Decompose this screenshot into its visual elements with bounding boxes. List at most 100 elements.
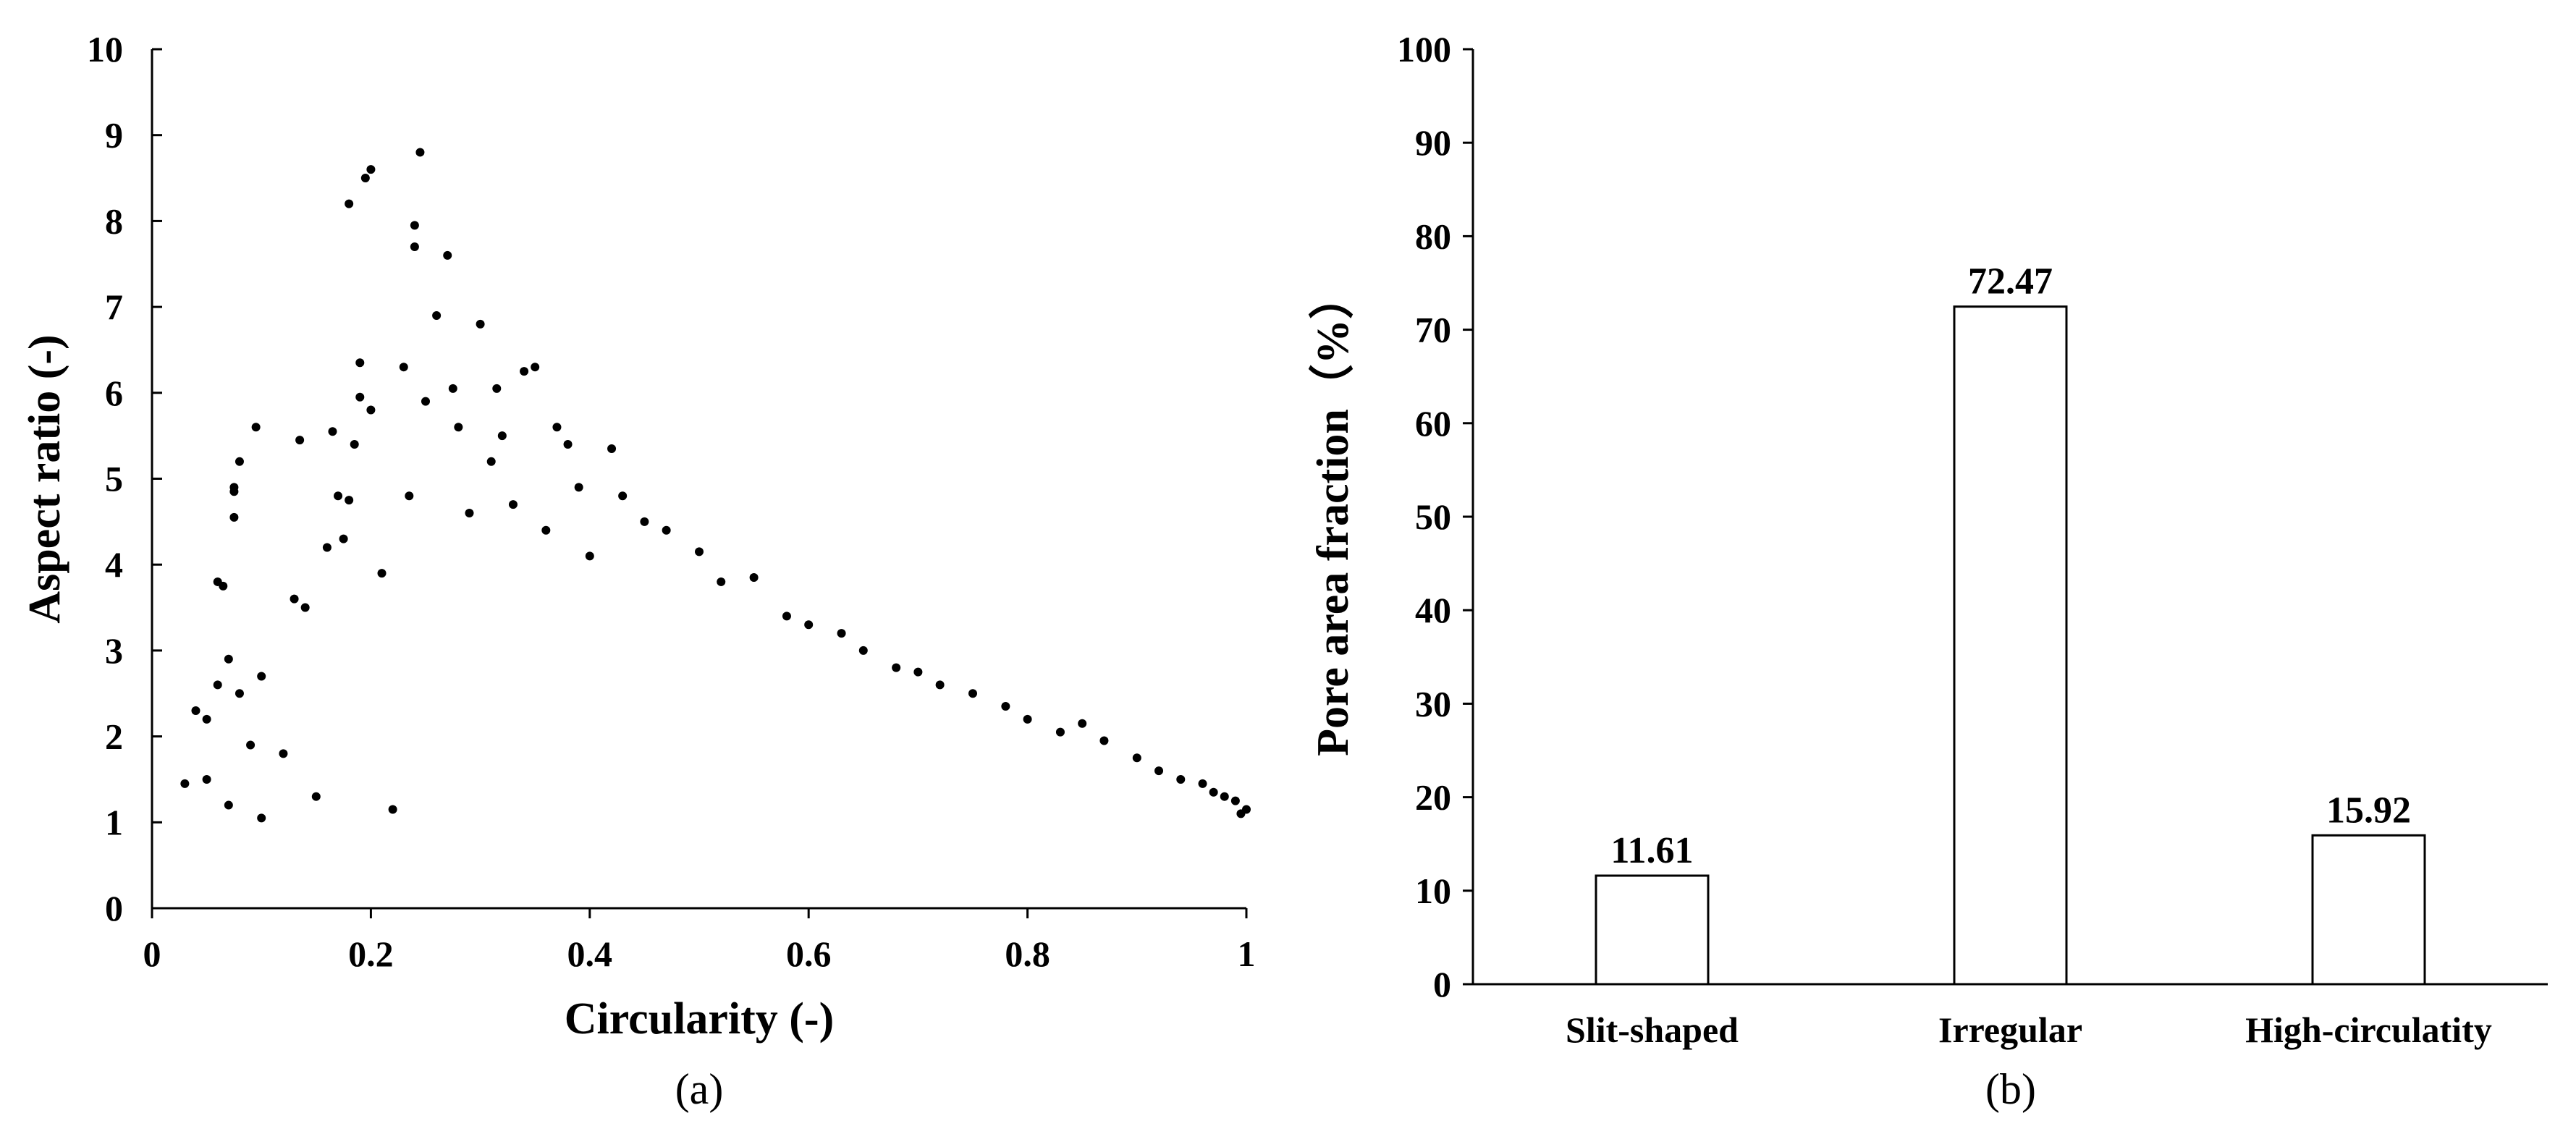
scatter-point bbox=[448, 384, 457, 393]
bar-panel: 11.61 72.47 15.92 0 10 20 30 40 50 60 70 80 90 100 S… bbox=[1307, 29, 2548, 1113]
scatter-point bbox=[1154, 766, 1164, 776]
y-tick-label: 30 bbox=[1415, 683, 1451, 724]
scatter-point bbox=[913, 667, 923, 677]
scatter-point bbox=[640, 517, 649, 526]
scatter-point bbox=[366, 405, 376, 415]
bar-value-label: 15.92 bbox=[2326, 790, 2411, 831]
scatter-point bbox=[574, 483, 583, 492]
bar bbox=[2311, 834, 2426, 986]
scatter-point bbox=[1230, 796, 1240, 805]
scatter-point bbox=[366, 165, 376, 174]
y-tick-label: 8 bbox=[105, 200, 123, 241]
scatter-point bbox=[476, 319, 485, 329]
scatter-point bbox=[968, 689, 977, 698]
scatter-point bbox=[607, 444, 617, 453]
scatter-point bbox=[191, 706, 200, 715]
scatter-point bbox=[388, 805, 397, 814]
scatter-point bbox=[410, 242, 419, 252]
scatter-point bbox=[1023, 714, 1032, 724]
scatter-point bbox=[246, 740, 256, 750]
scatter-point bbox=[1176, 774, 1186, 784]
bar bbox=[1595, 874, 1710, 986]
y-tick-label: 80 bbox=[1415, 216, 1451, 256]
y-tick-label: 3 bbox=[105, 630, 123, 671]
x-tick-label: 0.8 bbox=[1005, 934, 1050, 974]
scatter-point bbox=[415, 148, 425, 157]
panel-label-b: (b) bbox=[1985, 1065, 2036, 1113]
scatter-point bbox=[1055, 727, 1065, 737]
y-tick-label: 10 bbox=[1415, 871, 1451, 911]
scatter-point bbox=[251, 423, 261, 432]
scatter-point bbox=[399, 363, 408, 372]
y-tick-label: 60 bbox=[1415, 403, 1451, 444]
scatter-point bbox=[552, 423, 562, 432]
y-tick-label: 40 bbox=[1415, 590, 1451, 630]
scatter-point bbox=[1209, 787, 1218, 797]
scatter-point bbox=[520, 367, 529, 376]
y-axis-title: Pore area fraction（%） bbox=[1307, 274, 1358, 756]
y-tick-label: 0 bbox=[1433, 964, 1451, 1004]
scatter-point bbox=[405, 491, 414, 501]
scatter-point bbox=[541, 525, 551, 535]
scatter-point bbox=[224, 654, 233, 664]
bar-value-label: 11.61 bbox=[1610, 830, 1693, 871]
scatter-point bbox=[1236, 809, 1246, 818]
x-tick-label: 0.6 bbox=[786, 934, 832, 974]
y-tick-label: 7 bbox=[105, 287, 123, 327]
scatter-point bbox=[492, 384, 502, 393]
y-tick-label: 4 bbox=[105, 544, 123, 585]
scatter-point bbox=[497, 431, 507, 441]
scatter-point bbox=[858, 646, 868, 655]
y-tick-label: 20 bbox=[1415, 777, 1451, 818]
category-label: High-circulatity bbox=[2245, 1010, 2492, 1050]
scatter-point bbox=[202, 774, 211, 784]
scatter-points bbox=[180, 148, 1251, 823]
scatter-point bbox=[229, 487, 239, 496]
scatter-point bbox=[749, 573, 759, 583]
scatter-point bbox=[892, 663, 901, 672]
y-tick-label: 1 bbox=[105, 802, 123, 842]
y-tick-label: 9 bbox=[105, 115, 123, 156]
scatter-point bbox=[355, 358, 365, 368]
scatter-point bbox=[229, 512, 239, 522]
scatter-point bbox=[257, 672, 266, 681]
scatter-point bbox=[1001, 702, 1010, 711]
scatter-point bbox=[322, 543, 331, 552]
scatter-point bbox=[224, 800, 233, 810]
scatter-point bbox=[235, 457, 244, 466]
scatter-point bbox=[662, 525, 671, 535]
scatter-point bbox=[219, 581, 228, 591]
scatter-point bbox=[1099, 736, 1109, 745]
category-labels: Slit-shaped Irregular High-circulatity bbox=[1566, 1010, 2492, 1050]
scatter-point bbox=[235, 689, 244, 698]
scatter-panel: 0 1 2 3 4 5 6 7 8 9 10 0 0.2 0.4 0.6 0.8 1 Aspect ratio… bbox=[20, 29, 1256, 1113]
scatter-point bbox=[508, 500, 518, 509]
scatter-point bbox=[279, 749, 288, 758]
y-tick-label: 2 bbox=[105, 716, 123, 757]
scatter-point bbox=[1078, 719, 1087, 728]
scatter-point bbox=[432, 310, 442, 320]
y-axis-title: Aspect ratio (-) bbox=[20, 334, 69, 623]
x-axis-title: Circularity (-) bbox=[565, 994, 834, 1044]
x-tick-label: 1 bbox=[1238, 934, 1256, 974]
scatter-point bbox=[717, 577, 726, 586]
scatter-point bbox=[334, 491, 343, 501]
bars: 11.61 72.47 15.92 bbox=[1595, 261, 2426, 986]
scatter-point bbox=[202, 714, 211, 724]
y-tick-marks: 0 10 20 30 40 50 60 70 80 90 100 bbox=[1397, 29, 1473, 1004]
scatter-point bbox=[328, 427, 337, 436]
scatter-point bbox=[1132, 753, 1141, 763]
scatter-point bbox=[486, 457, 496, 466]
y-tick-label: 50 bbox=[1415, 496, 1451, 537]
scatter-point bbox=[355, 392, 365, 402]
scatter-point bbox=[257, 813, 266, 823]
y-tick-label: 6 bbox=[105, 373, 123, 413]
scatter-point bbox=[377, 569, 387, 578]
y-tick-label: 5 bbox=[105, 459, 123, 499]
x-tick-marks: 0 0.2 0.4 0.6 0.8 1 bbox=[143, 908, 1256, 974]
y-tick-label: 90 bbox=[1415, 122, 1451, 163]
scatter-point bbox=[935, 680, 945, 690]
scatter-point bbox=[531, 363, 540, 372]
bar-value-label: 72.47 bbox=[1968, 261, 2053, 302]
